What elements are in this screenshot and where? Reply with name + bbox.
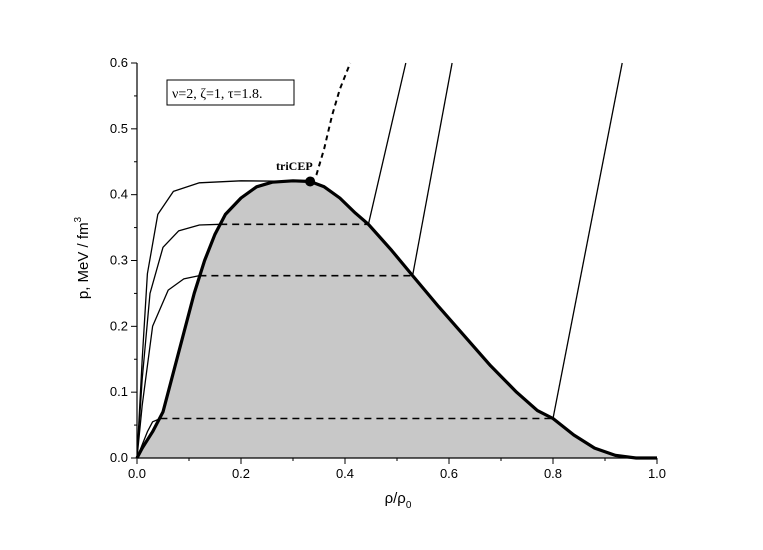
y-axis-label-main: p, MeV / fm xyxy=(75,222,92,299)
shaded-coexistence-region-group xyxy=(135,179,657,460)
y-tick-label: 0.2 xyxy=(110,318,128,333)
x-tick-label: 0.0 xyxy=(128,466,146,481)
x-tick-label: 0.4 xyxy=(336,466,354,481)
series-group xyxy=(136,62,623,459)
y-tick-label: 0.3 xyxy=(110,253,128,268)
y-axis-label-superscript: 3 xyxy=(73,216,84,222)
ticks-group: 0.0 0.2 0.4 0.6 0.8 1.0 0.0 0.1 0.2 0.3 0.4 0.5 0.6 xyxy=(110,55,666,481)
x-tick-label: 0.6 xyxy=(440,466,458,481)
x-tick-label: 0.8 xyxy=(544,466,562,481)
y-tick-label: 0.0 xyxy=(110,450,128,465)
y-tick-label: 0.1 xyxy=(110,384,128,399)
x-axis-label: ρ/ρ0 xyxy=(385,490,412,511)
tricep-point-marker xyxy=(305,176,316,187)
x-axis-label-main: ρ/ρ xyxy=(385,490,406,507)
y-tick-label: 0.5 xyxy=(110,121,128,136)
series-line-4 xyxy=(136,417,161,459)
series-line-5 xyxy=(309,62,352,183)
tie-lines-group xyxy=(160,223,553,420)
series-line-6 xyxy=(367,62,407,225)
y-tick-label: 0.6 xyxy=(110,55,128,70)
x-tick-label: 0.2 xyxy=(232,466,250,481)
series-line-8 xyxy=(552,62,623,419)
y-tick-label: 0.4 xyxy=(110,187,128,202)
y-axis-label: p, MeV / fm3 xyxy=(73,216,92,299)
shaded-region-fill xyxy=(137,180,657,459)
legend-box: ν=2, ζ=1, τ=1.8. xyxy=(166,79,295,106)
series-line-7 xyxy=(411,62,453,276)
spinodal-boundary-line xyxy=(135,179,657,460)
x-tick-label: 1.0 xyxy=(648,466,666,481)
series-line-1 xyxy=(136,180,311,459)
legend-frame xyxy=(166,79,295,106)
legend-text: ν=2, ζ=1, τ=1.8. xyxy=(172,87,262,102)
tricep-annotation-label: triCEP xyxy=(276,159,313,173)
series-line-3 xyxy=(136,274,200,459)
series-line-2 xyxy=(136,223,221,459)
x-axis-label-subscript: 0 xyxy=(406,500,412,511)
